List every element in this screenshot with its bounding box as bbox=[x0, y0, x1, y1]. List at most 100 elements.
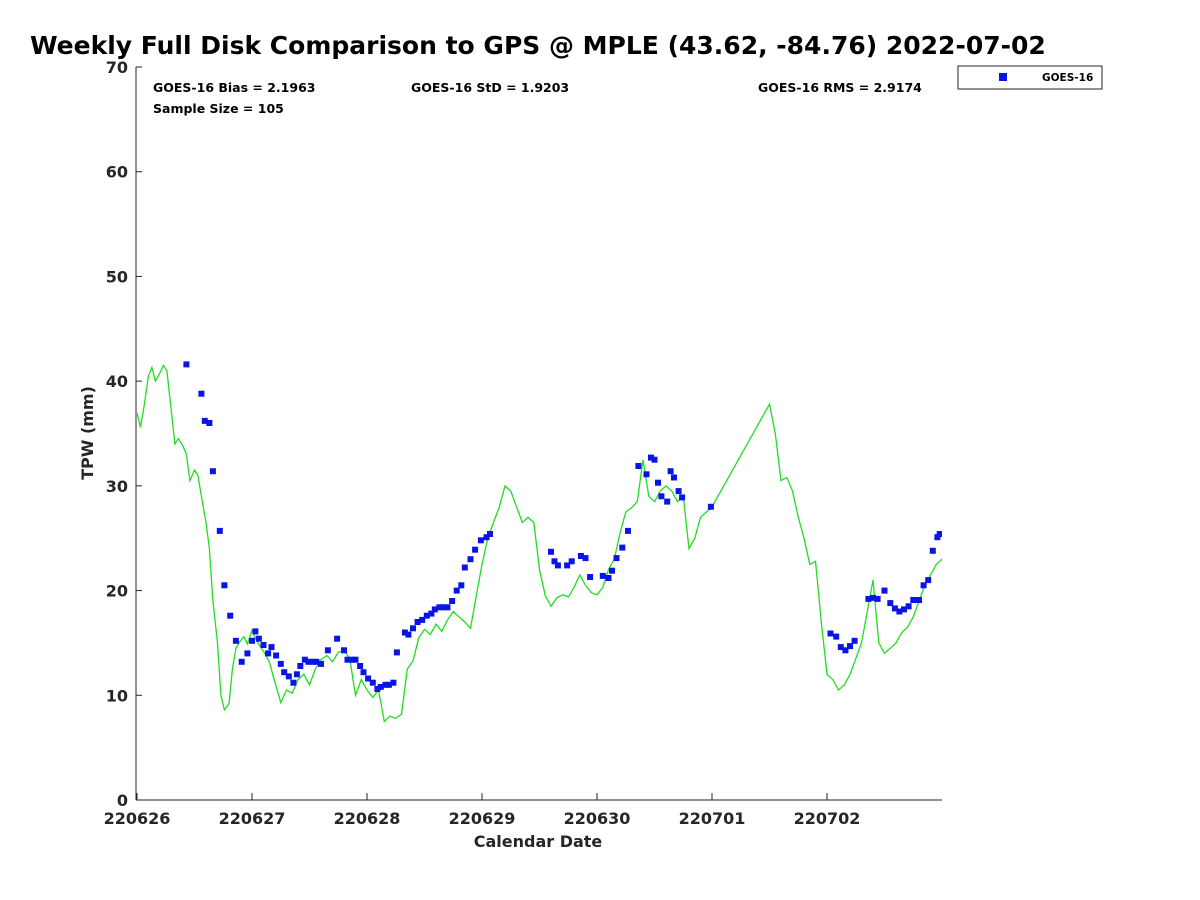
y-tick-label: 20 bbox=[106, 582, 128, 601]
y-tick-label: 40 bbox=[106, 372, 128, 391]
goes-point bbox=[635, 463, 642, 469]
goes-point bbox=[334, 635, 341, 642]
x-ticks: 220626 220627 220628 220629 220630 220701 2207… bbox=[104, 793, 860, 828]
goes-point bbox=[349, 656, 356, 663]
goes-point bbox=[487, 531, 493, 537]
goes-point bbox=[658, 493, 665, 500]
goes-point bbox=[344, 656, 351, 663]
goes-point bbox=[920, 582, 927, 589]
goes-point bbox=[285, 673, 292, 680]
goes-point bbox=[925, 577, 932, 584]
goes-point bbox=[605, 575, 612, 581]
goes-point bbox=[423, 612, 430, 619]
goes-point bbox=[268, 644, 275, 651]
goes-point bbox=[390, 679, 397, 686]
goes-point bbox=[277, 660, 284, 667]
goes-point bbox=[609, 567, 615, 574]
goes-point bbox=[313, 658, 320, 665]
goes-point bbox=[281, 669, 288, 676]
goes-point bbox=[216, 527, 223, 534]
goes-point bbox=[625, 527, 631, 534]
goes-point bbox=[431, 606, 438, 613]
goes-point bbox=[577, 553, 584, 559]
legend-goes-marker bbox=[999, 73, 1007, 81]
goes-point bbox=[357, 663, 364, 669]
goes-point bbox=[837, 644, 844, 651]
goes-point bbox=[305, 658, 312, 665]
goes-point bbox=[554, 562, 561, 569]
goes-point bbox=[619, 544, 626, 551]
goes-point bbox=[934, 534, 941, 541]
y-tick-label: 30 bbox=[106, 477, 128, 496]
goes-point bbox=[444, 604, 451, 611]
goes-point bbox=[369, 679, 376, 686]
goes-point bbox=[901, 606, 907, 613]
goes-point bbox=[377, 683, 384, 690]
goes-point bbox=[374, 686, 381, 692]
goes-point bbox=[865, 595, 872, 602]
goes-point bbox=[564, 562, 571, 569]
y-tick-label: 0 bbox=[117, 791, 128, 810]
goes-point bbox=[293, 671, 300, 678]
goes-point bbox=[833, 633, 840, 640]
goes-point bbox=[568, 558, 575, 565]
axes bbox=[135, 67, 942, 801]
goes-point bbox=[891, 605, 898, 612]
goes-point bbox=[249, 637, 255, 644]
y-tick-label: 10 bbox=[106, 686, 128, 705]
goes-point bbox=[260, 642, 267, 648]
goes-point bbox=[910, 597, 917, 603]
std-annotation: GOES-16 StD = 1.9203 bbox=[411, 80, 569, 95]
y-ticks: 0 10 20 30 40 50 60 70 bbox=[106, 58, 142, 810]
goes-point bbox=[201, 417, 208, 424]
goes-point bbox=[874, 595, 881, 602]
goes-point bbox=[365, 675, 372, 682]
goes-point bbox=[667, 468, 674, 475]
goes-point bbox=[477, 537, 484, 544]
goes-point bbox=[198, 390, 205, 397]
goes-point bbox=[414, 619, 421, 625]
sample-size-annotation: Sample Size = 105 bbox=[153, 101, 284, 116]
y-tick-label: 70 bbox=[106, 58, 128, 77]
goes-point bbox=[929, 547, 936, 554]
y-tick-label: 50 bbox=[106, 267, 128, 286]
goes-point bbox=[232, 637, 239, 644]
legend-box bbox=[957, 65, 1103, 90]
goes-point bbox=[206, 420, 213, 426]
goes-point bbox=[382, 681, 389, 688]
goes-point bbox=[548, 548, 554, 555]
goes-point bbox=[393, 649, 400, 656]
x-tick-label: 220628 bbox=[334, 809, 401, 828]
goes-point bbox=[582, 555, 589, 562]
x-tick-label: 220701 bbox=[679, 809, 746, 828]
goes-point bbox=[244, 650, 251, 657]
goes-point bbox=[648, 454, 654, 461]
goes-point bbox=[881, 587, 888, 594]
goes-point bbox=[341, 647, 347, 654]
goes-point bbox=[946, 642, 952, 648]
goes-point bbox=[401, 629, 408, 636]
goes-point bbox=[238, 658, 245, 665]
goes-point bbox=[707, 503, 714, 510]
legend-goes-label: GOES-16 bbox=[1042, 72, 1093, 84]
goes-point bbox=[227, 612, 234, 619]
x-tick-label: 220626 bbox=[104, 809, 171, 828]
goes-point bbox=[209, 468, 216, 475]
goes-point bbox=[318, 660, 324, 667]
goes-point bbox=[273, 652, 280, 659]
goes-point bbox=[655, 479, 661, 486]
goes-point bbox=[472, 546, 479, 553]
goes-point bbox=[252, 628, 259, 635]
goes-point bbox=[675, 488, 682, 495]
goes-point bbox=[310, 658, 316, 665]
x-axis-label: Calendar Date bbox=[474, 832, 603, 851]
goes-point bbox=[360, 669, 367, 676]
goes-point bbox=[483, 534, 490, 541]
goes-point bbox=[419, 616, 426, 623]
y-axis-label: TPW (mm) bbox=[78, 386, 97, 480]
gps-series-line bbox=[137, 364, 942, 723]
goes-point bbox=[613, 555, 620, 562]
x-tick-label: 220627 bbox=[219, 809, 286, 828]
chart-title: Weekly Full Disk Comparison to GPS @ MPL… bbox=[30, 31, 1046, 60]
